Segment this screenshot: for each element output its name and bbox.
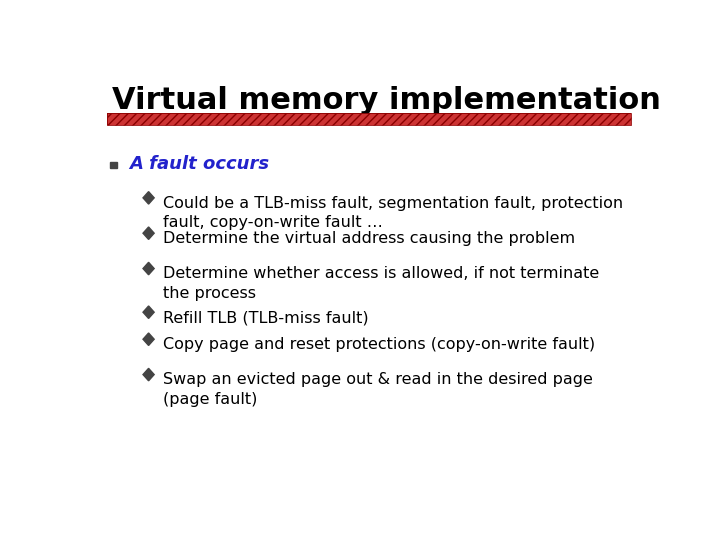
Text: Copy page and reset protections (copy-on-write fault): Copy page and reset protections (copy-on…: [163, 337, 595, 352]
Polygon shape: [143, 227, 154, 239]
Text: Determine whether access is allowed, if not terminate
the process: Determine whether access is allowed, if …: [163, 266, 599, 301]
Polygon shape: [143, 192, 154, 204]
Polygon shape: [143, 306, 154, 319]
Polygon shape: [143, 333, 154, 346]
Text: A fault occurs: A fault occurs: [130, 155, 270, 173]
Bar: [107, 113, 631, 125]
Text: Could be a TLB-miss fault, segmentation fault, protection
fault, copy-on-write f: Could be a TLB-miss fault, segmentation …: [163, 196, 623, 230]
Text: Refill TLB (TLB-miss fault): Refill TLB (TLB-miss fault): [163, 310, 368, 325]
Bar: [107, 113, 631, 125]
Bar: [109, 161, 117, 167]
Text: Virtual memory implementation: Virtual memory implementation: [112, 85, 661, 114]
Text: Swap an evicted page out & read in the desired page
(page fault): Swap an evicted page out & read in the d…: [163, 373, 593, 407]
Polygon shape: [143, 262, 154, 275]
Polygon shape: [143, 368, 154, 381]
Text: Determine the virtual address causing the problem: Determine the virtual address causing th…: [163, 231, 575, 246]
